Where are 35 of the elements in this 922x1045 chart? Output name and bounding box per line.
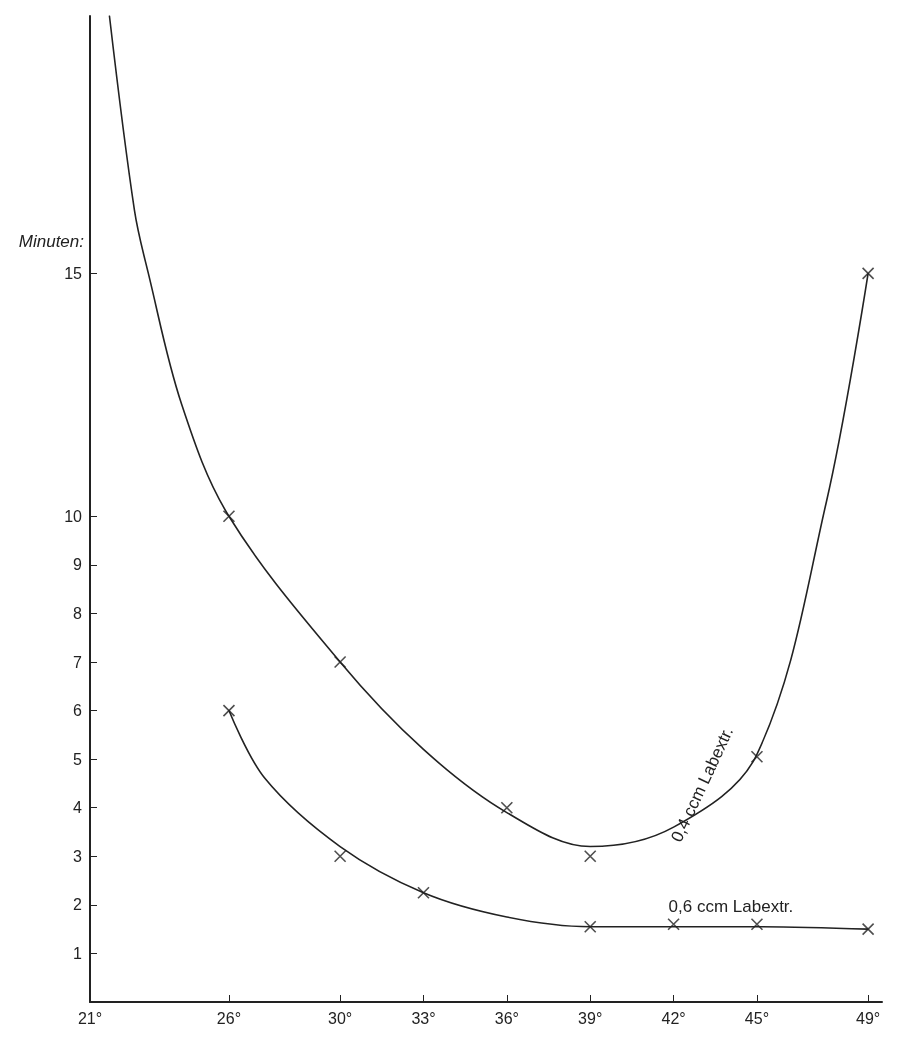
y-tick-label: 5 [73, 750, 83, 768]
point [222, 509, 236, 523]
point [417, 886, 430, 900]
point [583, 849, 597, 863]
y-tick-label: 10 [64, 507, 83, 525]
point [333, 849, 347, 863]
y-tick-label: 6 [73, 702, 83, 720]
y-tick-label: 3 [73, 847, 83, 865]
x-tick-label: 33° [411, 1009, 436, 1027]
point [667, 917, 680, 931]
x-tick-label: 42° [661, 1009, 686, 1027]
y-tick-label: 4 [73, 799, 83, 817]
point [861, 922, 875, 936]
point [750, 750, 764, 764]
y-tick-label: 1 [73, 944, 83, 962]
x-tick-label: 36° [494, 1009, 519, 1027]
point [750, 917, 764, 931]
y-tick-label: 9 [73, 556, 83, 574]
point [500, 801, 514, 815]
y-tick-label: 2 [73, 896, 83, 914]
series-label: 0,6 ccm Labextr. [668, 896, 794, 916]
y-tick-label: 7 [73, 653, 83, 671]
x-tick-label: 39° [578, 1009, 603, 1027]
y-tick-label: 15 [64, 264, 83, 282]
point [861, 267, 875, 280]
x-tick-label: 30° [328, 1009, 353, 1027]
x-tick-label: 45° [744, 1009, 770, 1027]
x-tick-label: 49° [856, 1009, 881, 1027]
y-tick-label: 8 [73, 604, 83, 622]
x-tick-label: 21° [77, 1009, 103, 1027]
point [583, 920, 597, 934]
y-axis-title: Minuten: [18, 232, 85, 252]
point [222, 704, 236, 717]
point [333, 655, 347, 669]
x-tick-label: 26° [216, 1009, 242, 1027]
